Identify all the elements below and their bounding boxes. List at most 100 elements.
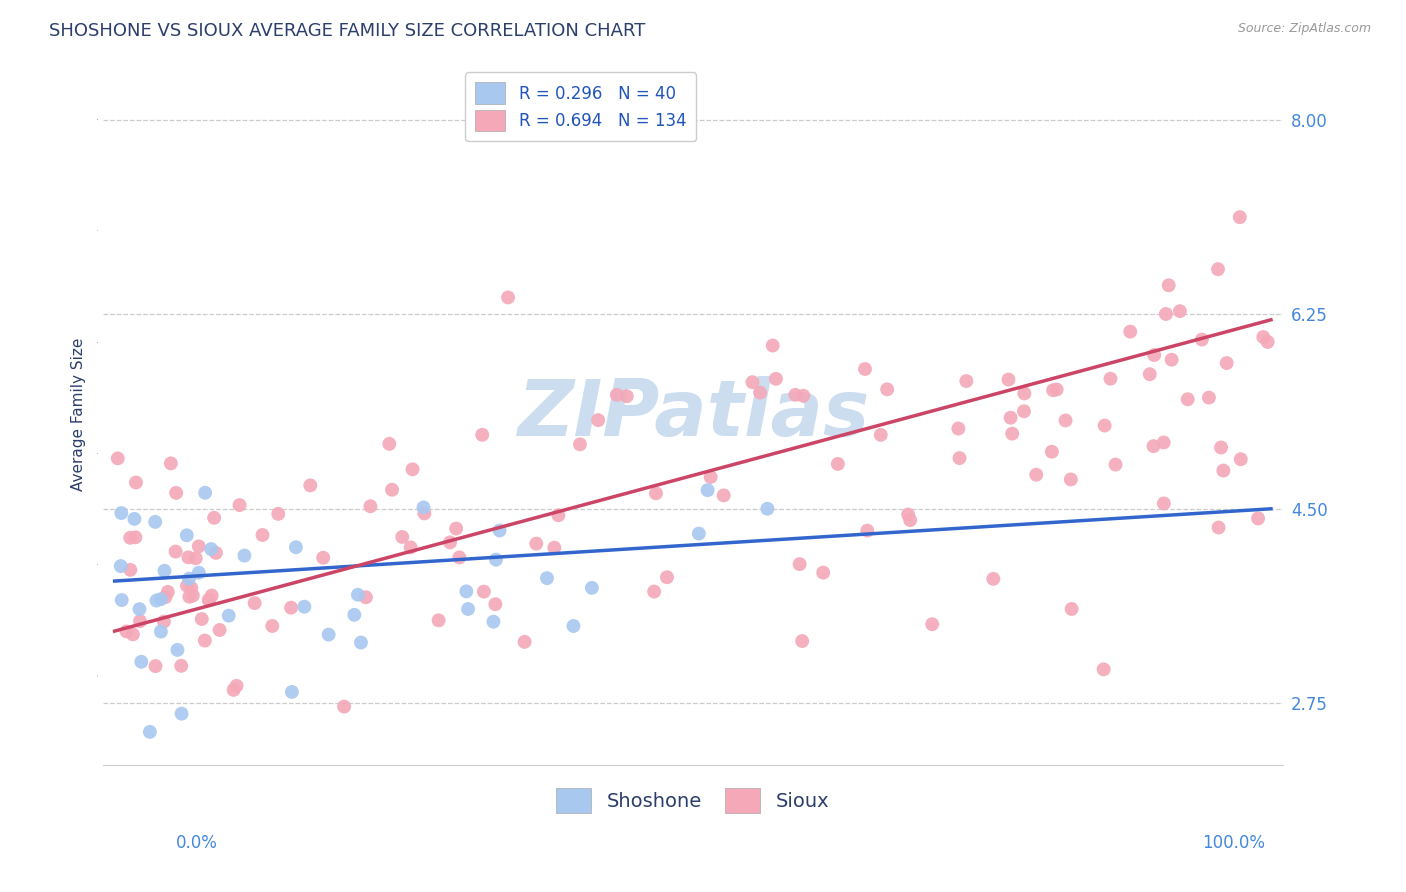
Point bbox=[496, 290, 519, 304]
Point bbox=[205, 546, 228, 560]
Point bbox=[128, 602, 150, 616]
Point bbox=[1104, 458, 1126, 472]
Point bbox=[1153, 435, 1175, 450]
Point bbox=[153, 564, 176, 578]
Point bbox=[997, 372, 1019, 386]
Point bbox=[110, 506, 132, 520]
Point bbox=[184, 551, 207, 566]
Point bbox=[427, 613, 450, 627]
Point bbox=[1206, 262, 1229, 277]
Point bbox=[156, 585, 179, 599]
Text: ZIPatlas: ZIPatlas bbox=[516, 376, 869, 452]
Point bbox=[513, 635, 536, 649]
Point bbox=[122, 627, 145, 641]
Point bbox=[110, 559, 132, 574]
Point bbox=[948, 451, 970, 466]
Point bbox=[198, 592, 221, 607]
Point bbox=[827, 457, 849, 471]
Point bbox=[1046, 383, 1069, 397]
Point bbox=[955, 374, 977, 388]
Point bbox=[1251, 330, 1274, 344]
Y-axis label: Average Family Size: Average Family Size bbox=[72, 337, 86, 491]
Point bbox=[471, 427, 494, 442]
Point bbox=[811, 566, 834, 580]
Point bbox=[145, 659, 167, 673]
Point bbox=[1060, 602, 1083, 616]
Point bbox=[218, 608, 240, 623]
Point bbox=[898, 513, 921, 527]
Point bbox=[616, 389, 638, 403]
Point bbox=[202, 510, 225, 524]
Point bbox=[568, 437, 591, 451]
Point bbox=[359, 500, 381, 514]
Point bbox=[160, 456, 183, 470]
Point bbox=[543, 541, 565, 555]
Point bbox=[853, 362, 876, 376]
Point bbox=[562, 619, 585, 633]
Point bbox=[765, 372, 787, 386]
Point bbox=[120, 847, 142, 861]
Point bbox=[115, 776, 138, 790]
Point bbox=[292, 599, 315, 614]
Point bbox=[180, 581, 202, 595]
Point bbox=[179, 590, 201, 604]
Point bbox=[165, 544, 187, 558]
Point bbox=[191, 612, 214, 626]
Point bbox=[749, 385, 772, 400]
Point bbox=[187, 539, 209, 553]
Point bbox=[284, 540, 307, 554]
Point bbox=[153, 615, 176, 629]
Point bbox=[155, 590, 177, 604]
Point bbox=[1092, 662, 1115, 676]
Point bbox=[267, 507, 290, 521]
Point bbox=[457, 602, 479, 616]
Point bbox=[176, 528, 198, 542]
Point bbox=[484, 597, 506, 611]
Point bbox=[606, 388, 628, 402]
Point bbox=[176, 579, 198, 593]
Point bbox=[1247, 511, 1270, 525]
Point bbox=[485, 552, 508, 566]
Point bbox=[1157, 278, 1180, 293]
Point bbox=[688, 526, 710, 541]
Point bbox=[1212, 464, 1234, 478]
Point bbox=[166, 643, 188, 657]
Point bbox=[645, 486, 668, 500]
Point bbox=[187, 566, 209, 580]
Point bbox=[222, 682, 245, 697]
Point bbox=[177, 550, 200, 565]
Point bbox=[536, 571, 558, 585]
Point bbox=[547, 508, 569, 523]
Point bbox=[165, 486, 187, 500]
Point bbox=[1000, 410, 1022, 425]
Point bbox=[120, 563, 142, 577]
Text: 0.0%: 0.0% bbox=[176, 834, 218, 852]
Point bbox=[948, 421, 970, 435]
Point bbox=[488, 524, 510, 538]
Point bbox=[139, 724, 162, 739]
Point bbox=[482, 615, 505, 629]
Point bbox=[789, 557, 811, 571]
Point bbox=[354, 591, 377, 605]
Point bbox=[1154, 307, 1177, 321]
Point bbox=[124, 530, 146, 544]
Legend: Shoshone, Sioux: Shoshone, Sioux bbox=[544, 777, 841, 825]
Point bbox=[897, 508, 920, 522]
Point bbox=[197, 593, 219, 607]
Point bbox=[412, 500, 434, 515]
Point bbox=[981, 572, 1004, 586]
Point bbox=[444, 522, 467, 536]
Point bbox=[177, 572, 200, 586]
Point bbox=[243, 596, 266, 610]
Point bbox=[131, 655, 153, 669]
Point bbox=[921, 617, 943, 632]
Point bbox=[262, 619, 284, 633]
Point bbox=[312, 550, 335, 565]
Point bbox=[696, 483, 718, 498]
Point bbox=[124, 512, 146, 526]
Point bbox=[1139, 367, 1161, 381]
Point bbox=[225, 679, 247, 693]
Point bbox=[381, 483, 404, 497]
Point bbox=[318, 627, 340, 641]
Point bbox=[1215, 356, 1237, 370]
